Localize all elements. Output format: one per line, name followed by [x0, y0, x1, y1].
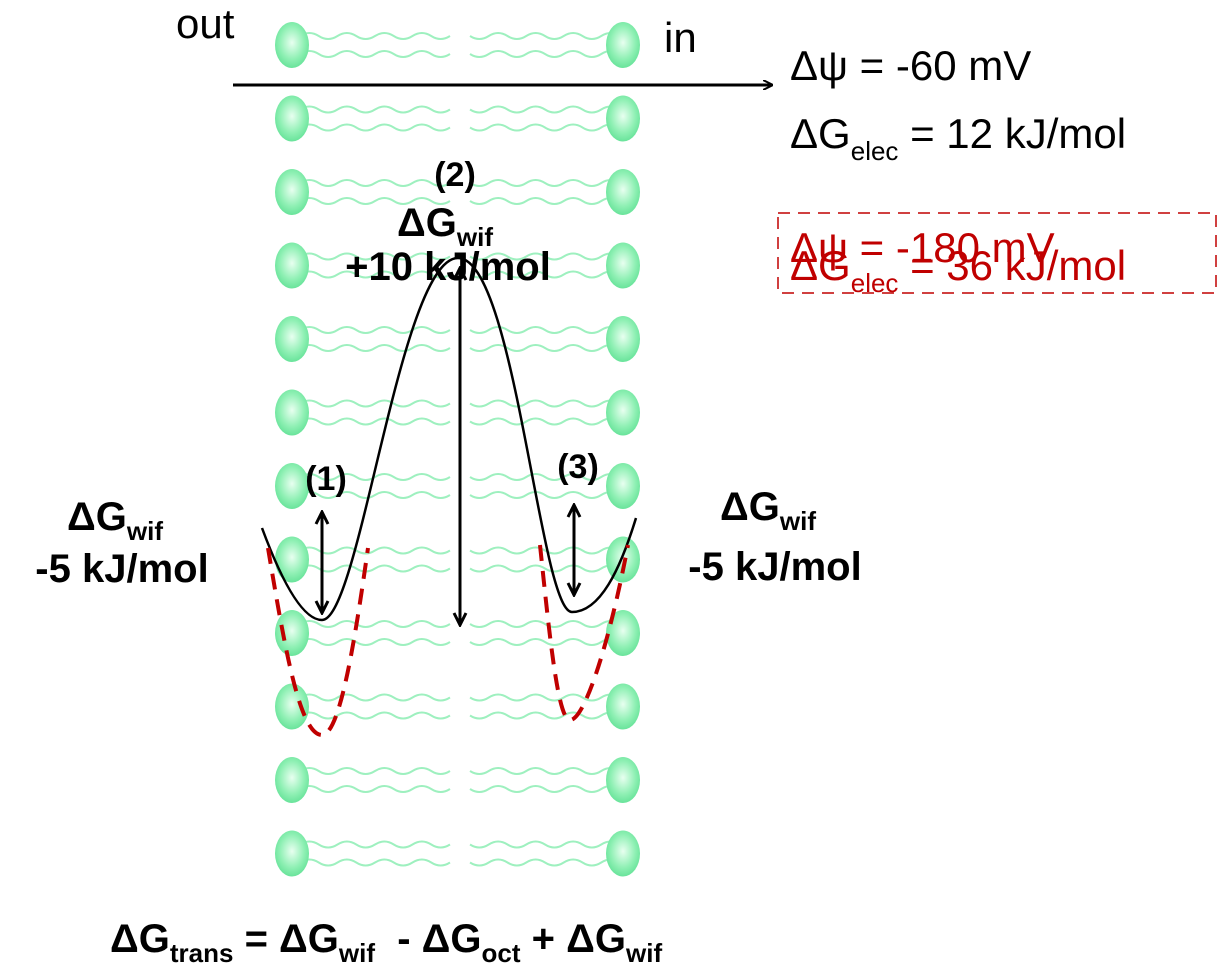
lipid-tail	[470, 695, 620, 701]
lipid-tail	[470, 180, 620, 186]
lipid-tail	[300, 713, 450, 719]
lipid-tail	[470, 492, 620, 498]
g-rest: = 12 kJ/mol	[898, 110, 1126, 157]
step-3-label: (3)	[557, 448, 599, 486]
lipid-tail	[470, 860, 620, 866]
lipid-tail	[470, 107, 620, 113]
lipid-tail	[470, 566, 620, 572]
lipid-tail	[300, 768, 450, 774]
eq-part: ΔG	[110, 917, 170, 961]
lipid-tail	[300, 180, 450, 186]
lipid-head	[275, 463, 309, 509]
eq-sub: trans	[170, 938, 234, 968]
energy-label-high: ΔGelec = 36 kJ/mol	[790, 242, 1126, 298]
lipid-tail	[300, 695, 450, 701]
lipid-head	[275, 757, 309, 803]
step-1-energy-name: ΔGwif	[67, 495, 163, 546]
g: ΔG	[67, 495, 127, 539]
eq-sub: wif	[625, 938, 662, 968]
lipid-tail	[300, 33, 450, 39]
step-1-label: (1)	[305, 460, 347, 498]
equation: ΔGtrans = ΔGwif - ΔGoct + ΔGwif	[110, 917, 662, 968]
step-3-energy-name: ΔGwif	[720, 485, 816, 536]
step-3-energy: -5 kJ/mol	[688, 545, 861, 589]
lipid-tail	[470, 401, 620, 407]
lipid-tail	[470, 327, 620, 333]
lipid-head	[275, 22, 309, 68]
lipid-head	[606, 316, 640, 362]
lipid-tail	[470, 125, 620, 131]
lipid-head	[275, 537, 309, 583]
potential-label: Δψ = -60 mV	[790, 42, 1031, 89]
step-2-label: (2)	[434, 156, 476, 194]
lipid-head	[275, 316, 309, 362]
g: ΔG	[720, 485, 780, 529]
g: ΔG	[790, 242, 851, 289]
g-sub: wif	[126, 516, 163, 546]
g: ΔG	[790, 110, 851, 157]
lipid-head	[275, 831, 309, 877]
lipid-tail	[470, 345, 620, 351]
lipid-head	[275, 610, 309, 656]
lipid-head	[606, 757, 640, 803]
eq-part: = ΔG	[233, 917, 338, 961]
lipid-head	[606, 169, 640, 215]
lipid-tail	[300, 125, 450, 131]
lipid-tail	[470, 786, 620, 792]
lipid-tail	[300, 51, 450, 57]
lipid-tail	[300, 419, 450, 425]
lipid-tail	[300, 639, 450, 645]
g-sub: wif	[779, 506, 816, 536]
lipid-head	[606, 22, 640, 68]
eq-part: + ΔG	[521, 917, 626, 961]
lipid-head	[275, 169, 309, 215]
lipid-tail	[470, 33, 620, 39]
lipid-tail	[300, 401, 450, 407]
g-rest: = 36 kJ/mol	[898, 242, 1126, 289]
energy-label: ΔGelec = 12 kJ/mol	[790, 110, 1126, 166]
lipid-tail	[470, 768, 620, 774]
lipid-tail	[470, 51, 620, 57]
lipid-tail	[470, 842, 620, 848]
energy-profile	[262, 258, 636, 620]
lipid-tail	[300, 621, 450, 627]
lipid-head	[275, 390, 309, 436]
eq-part: - ΔG	[375, 917, 482, 961]
lipid-tail	[300, 842, 450, 848]
lipid-tail	[470, 639, 620, 645]
lipid-tail	[470, 713, 620, 719]
lipid-head	[606, 243, 640, 289]
lipid-tail	[470, 198, 620, 204]
lipid-tail	[300, 107, 450, 113]
lipid-tail	[300, 327, 450, 333]
step-2-energy: +10 kJ/mol	[345, 245, 551, 289]
lipid-head	[275, 243, 309, 289]
lipid-head	[606, 684, 640, 730]
lipid-tail	[470, 548, 620, 554]
lipid-tail	[300, 345, 450, 351]
lipid-head	[275, 96, 309, 142]
lipid-tail	[470, 621, 620, 627]
step-1-energy: -5 kJ/mol	[35, 547, 208, 591]
lipid-tail	[300, 786, 450, 792]
diagram: out in Δψ = -60 mV ΔGelec = 12 kJ/mol Δψ…	[0, 0, 1219, 980]
page: {"membrane": {"out": "out", "in": "in"},…	[0, 0, 1219, 980]
eq-sub: wif	[338, 938, 375, 968]
lipid-head	[606, 537, 640, 583]
in-label: in	[664, 14, 697, 61]
lipid-head	[606, 831, 640, 877]
eq-sub: oct	[482, 938, 521, 968]
lipid-head	[275, 684, 309, 730]
lipid-head	[606, 96, 640, 142]
g-sub: elec	[851, 136, 899, 166]
lipid-tail	[300, 860, 450, 866]
lipid-head	[606, 390, 640, 436]
lipid-tail	[470, 419, 620, 425]
out-label: out	[176, 0, 235, 47]
g: ΔG	[397, 201, 457, 245]
g-sub: elec	[851, 268, 899, 298]
lipid-head	[606, 463, 640, 509]
